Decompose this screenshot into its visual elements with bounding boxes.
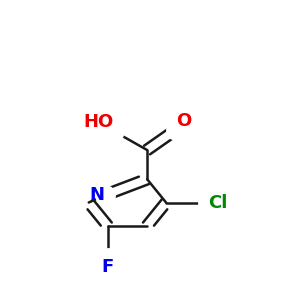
Text: O: O <box>176 112 191 130</box>
Text: F: F <box>102 258 114 276</box>
Text: HO: HO <box>83 113 113 131</box>
Text: N: N <box>90 186 105 204</box>
Text: Cl: Cl <box>208 194 228 211</box>
